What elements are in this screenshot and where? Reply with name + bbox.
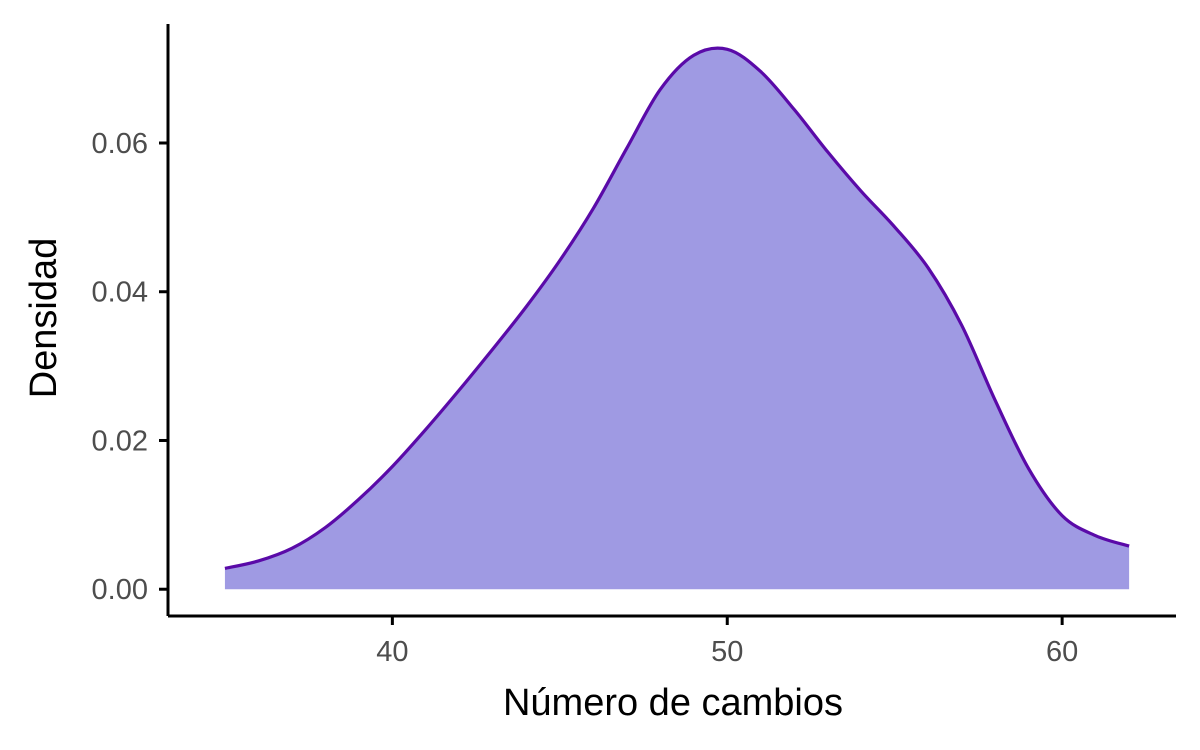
x-tick-label: 50	[711, 636, 743, 668]
x-tick-label: 40	[376, 636, 408, 668]
y-tick-label: 0.04	[92, 277, 148, 309]
x-axis-title: Número de cambios	[503, 682, 843, 724]
x-axis-ticks: 40 50 60	[376, 616, 1078, 668]
x-tick-label: 60	[1046, 636, 1078, 668]
density-line	[224, 46, 1130, 570]
y-tick-label: 0.06	[92, 128, 148, 160]
y-tick-label: 0.02	[92, 425, 148, 457]
y-axis-title: Densidad	[23, 238, 65, 399]
density-area	[224, 48, 1130, 590]
y-tick-label: 0.00	[92, 574, 148, 606]
plot-area	[224, 46, 1130, 590]
y-axis-ticks: 0.00 0.02 0.04 0.06	[92, 128, 168, 606]
